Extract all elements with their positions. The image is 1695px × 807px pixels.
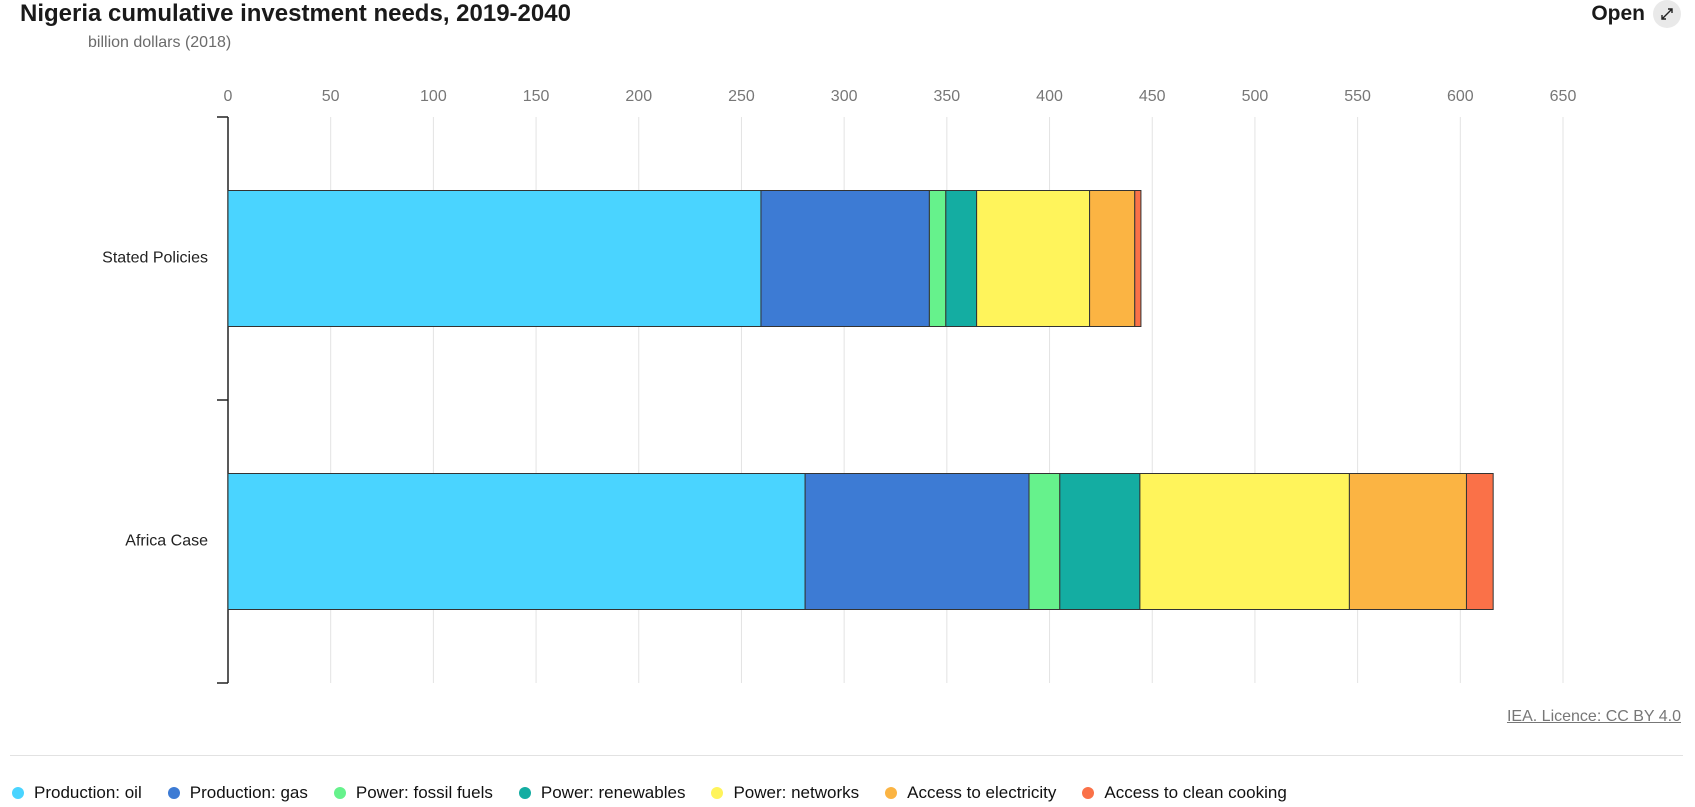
bar-segment[interactable] [1139,473,1350,610]
legend-label: Power: renewables [540,783,686,802]
x-tick-label: 650 [1550,88,1577,105]
bar-segment[interactable] [1465,473,1494,610]
legend-label: Production: oil [34,783,142,802]
bar-segment[interactable] [1134,190,1142,327]
legend-label: Access to clean cooking [1104,783,1287,802]
x-tick-label: 600 [1447,88,1474,105]
bar-segment[interactable] [1059,473,1141,610]
x-tick-label: 400 [1036,88,1063,105]
licence-link[interactable]: IEA. Licence: CC BY 4.0 [1506,708,1681,725]
x-tick-label: 550 [1344,88,1371,105]
legend-label: Power: fossil fuels [355,783,493,802]
x-axis-ticks: 0 50 100 150 200 250 300 350 400 450 500 550 600 650 [224,88,1577,105]
x-tick-label: 350 [933,88,960,105]
legend-item[interactable]: Production: oil [12,783,142,803]
bar-segment[interactable] [804,473,1030,610]
legend-item[interactable]: Power: networks [711,783,859,803]
x-tick-label: 300 [831,88,858,105]
y-axis [217,116,229,684]
legend-item[interactable]: Production: gas [167,783,308,803]
bar-segment[interactable] [760,190,930,327]
bar-segment[interactable] [945,190,978,327]
bar-segment[interactable] [1089,190,1136,327]
legend-label: Power: networks [733,783,860,802]
bar-segment[interactable] [976,190,1091,327]
open-button-label: Open [1591,2,1645,25]
x-tick-label: 150 [523,88,550,105]
bar-segment[interactable] [1028,473,1061,610]
legend-item[interactable]: Power: fossil fuels [333,783,493,803]
legend-dot-icon [12,787,24,799]
x-tick-label: 50 [322,88,340,105]
x-tick-label: 200 [625,88,652,105]
divider [10,755,1683,756]
legend-label: Production: gas [189,783,308,802]
legend-item[interactable]: Access to electricity [885,783,1056,803]
legend-dot-icon [711,787,724,799]
bar-segment[interactable] [227,190,762,327]
chart-area: 0 50 100 150 200 250 300 350 400 450 500 550 600 650 … [102,88,1577,684]
chart-subtitle: billion dollars (2018) [88,34,232,51]
bar-segment[interactable] [227,473,806,610]
x-tick-label: 250 [728,88,755,105]
x-tick-label: 100 [420,88,447,105]
legend-label: Access to electricity [907,783,1057,802]
bar-segment[interactable] [928,190,947,327]
legend-item[interactable]: Power: renewables [518,783,686,803]
legend-dot-icon [167,787,180,799]
legend-item[interactable]: Access to clean cooking [1082,783,1287,803]
x-tick-label: 0 [224,88,233,105]
legend-dot-icon [885,787,898,799]
x-tick-label: 450 [1139,88,1166,105]
bar-segment[interactable] [1348,473,1467,610]
category-label: Stated Policies [102,250,208,267]
x-tick-label: 500 [1242,88,1269,105]
bar-series [227,190,1494,610]
legend: Production: oil Production: gas Power: fos… [12,783,1313,803]
legend-dot-icon [1082,787,1095,799]
expand-icon [1653,0,1681,28]
chart-title: Nigeria cumulative investment needs, 201… [20,0,571,27]
category-labels: Stated Policies Africa Case [102,250,208,550]
legend-dot-icon [518,787,531,799]
open-button[interactable]: Open [1591,0,1681,28]
legend-dot-icon [333,787,346,799]
category-label: Africa Case [125,533,208,550]
